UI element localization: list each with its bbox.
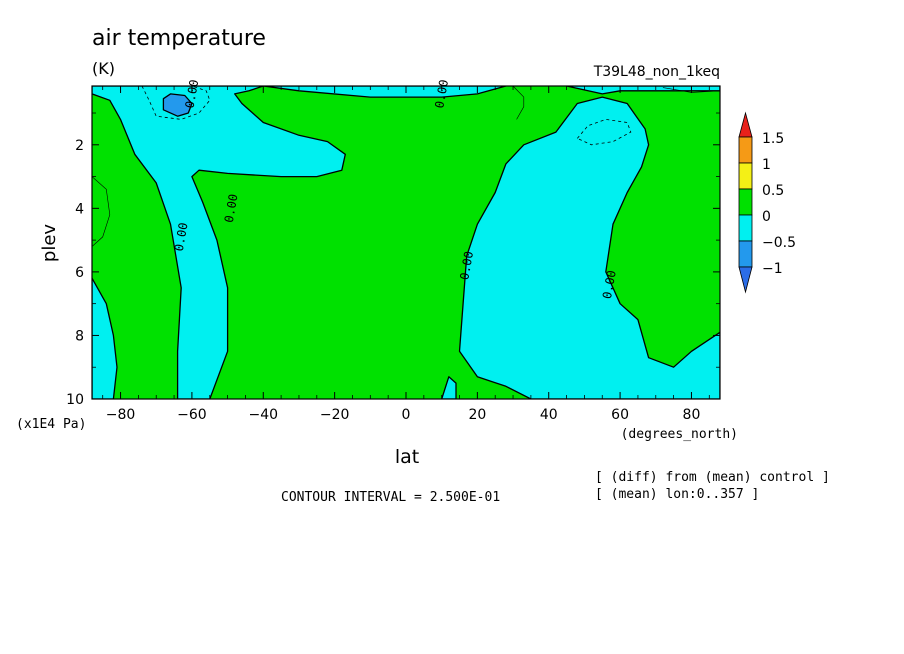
thin-contour: [92, 176, 111, 247]
colorbar-segment: [738, 240, 753, 268]
contour-label: 0.00: [172, 221, 191, 252]
dashed-contour: [141, 86, 211, 120]
y-tick-label: 8: [75, 328, 84, 344]
contour-label: 0.00: [600, 269, 619, 300]
contour-region: [92, 86, 346, 399]
x-tick-label: −60: [177, 407, 207, 423]
filled-regions: [92, 86, 720, 399]
run-label: T39L48_non_1keq: [593, 64, 720, 80]
dashed-contour: [576, 118, 632, 146]
y-tick-label: 10: [66, 392, 84, 408]
colorbar-bottom-arrow: [738, 266, 753, 294]
thin-contour: [512, 86, 525, 120]
x-tick-label: −80: [106, 407, 136, 423]
note-mean: [ (mean) lon:0..357 ]: [595, 487, 759, 502]
y-tick-label: 4: [75, 201, 84, 217]
contour-region: [458, 96, 720, 399]
colorbar-segment: [738, 188, 753, 216]
x-tick-label: −40: [248, 407, 278, 423]
x-tick-label: −20: [320, 407, 350, 423]
x-axis-label: lat: [395, 446, 419, 468]
contour-region: [162, 93, 193, 117]
colorbar-label: −1: [762, 261, 783, 277]
chart-title: air temperature: [92, 26, 266, 51]
axis-ticks: −80 −60 −40 −20 0 20 40 60 80 2 4 6 8 10: [66, 86, 720, 423]
chart-units: (K): [92, 59, 115, 78]
colorbar-segment: [738, 136, 753, 164]
contour-region: [565, 86, 720, 95]
colorbar-label: 1.5: [762, 131, 784, 147]
colorbar-segment: [738, 214, 753, 242]
x-tick-label: 0: [402, 407, 411, 423]
plot-area: 0.00 0.000.000.000.000.00 −80 −60 −40 −20 0 20…: [66, 78, 721, 423]
colorbar-label: 0: [762, 209, 771, 225]
note-diff: [ (diff) from (mean) control ]: [595, 470, 830, 485]
colorbar-label: −0.5: [762, 235, 796, 251]
contour-label: 0.00: [222, 193, 241, 224]
colorbar-label: 1: [762, 157, 771, 173]
x-tick-label: 80: [683, 407, 701, 423]
colorbar-segment: [738, 162, 753, 190]
y-tick-label: 2: [75, 138, 84, 154]
y-axis-label: plev: [39, 224, 60, 263]
colorbar-label: 0.5: [762, 183, 784, 199]
contour-region: [262, 86, 507, 98]
x-axis-units: (degrees_north): [621, 427, 738, 442]
contour-region: [441, 376, 457, 399]
y-tick-label: 6: [75, 265, 84, 281]
x-tick-label: 60: [611, 407, 629, 423]
colorbar: 1.5 1 0.5 0 −0.5 −1: [738, 111, 796, 294]
colorbar-top-arrow: [738, 111, 753, 138]
contour-region: [92, 277, 118, 399]
contour-interval: CONTOUR INTERVAL = 2.500E-01: [281, 490, 500, 505]
x-tick-label: 20: [468, 407, 486, 423]
contour-label: 0.00: [457, 250, 476, 281]
y-axis-units: (x1E4 Pa): [16, 417, 86, 432]
x-tick-label: 40: [540, 407, 558, 423]
